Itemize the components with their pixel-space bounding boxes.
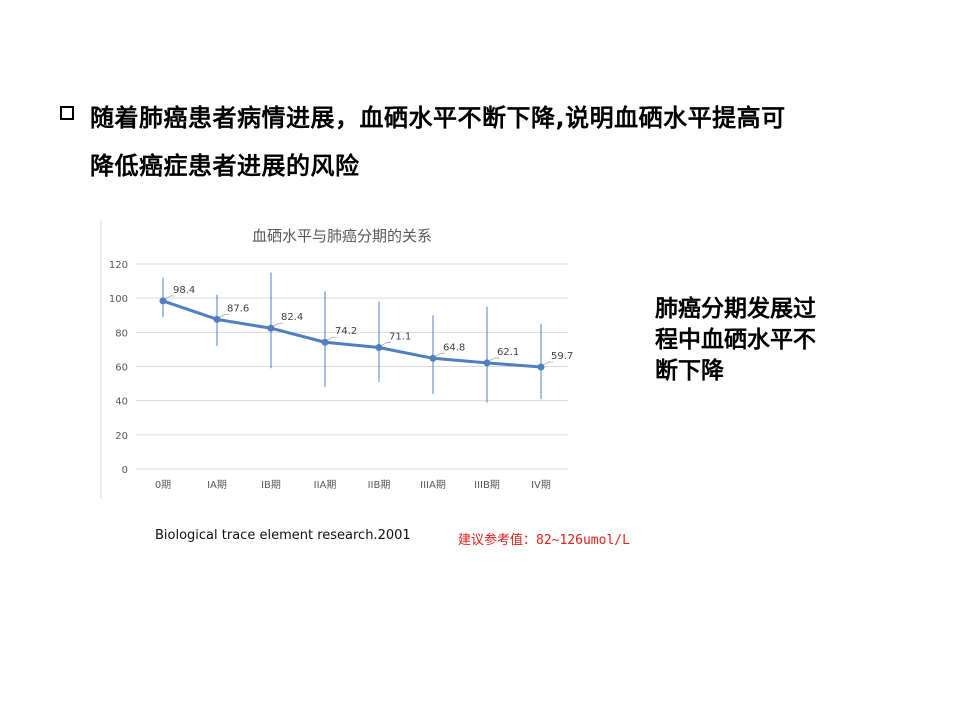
x-tick-label: IIB期 bbox=[368, 479, 391, 491]
y-tick-label: 100 bbox=[109, 294, 128, 305]
data-point bbox=[537, 363, 545, 371]
data-label: 74.2 bbox=[335, 326, 357, 337]
data-point bbox=[213, 315, 221, 323]
data-label-leader bbox=[434, 352, 445, 357]
data-label-leader bbox=[488, 357, 499, 362]
data-point bbox=[483, 359, 491, 367]
data-label-leader bbox=[380, 342, 391, 346]
y-tick-label: 0 bbox=[122, 465, 128, 476]
chart-container: 血硒水平与肺癌分期的关系 0 20 40 60 80 100 120 0期 IA期 IB期 IIA期 I… bbox=[100, 215, 580, 500]
square-bullet-icon bbox=[60, 106, 74, 120]
bullet-line-2: 降低癌症患者进展的风险 bbox=[90, 152, 360, 180]
data-point bbox=[429, 354, 437, 362]
x-tick-label: IIIA期 bbox=[420, 479, 446, 491]
data-label-leader bbox=[272, 322, 283, 327]
data-label: 82.4 bbox=[281, 312, 303, 323]
data-point bbox=[159, 297, 167, 305]
side-note: 肺癌分期发展过 程中血硒水平不 断下降 bbox=[655, 294, 855, 387]
y-tick-label: 80 bbox=[115, 328, 128, 339]
data-point bbox=[375, 344, 383, 352]
side-note-line-2: 程中血硒水平不 bbox=[655, 327, 816, 353]
chart-title: 血硒水平与肺癌分期的关系 bbox=[252, 227, 432, 245]
data-label: 64.8 bbox=[443, 342, 465, 353]
y-tick-label: 60 bbox=[115, 363, 128, 374]
data-point bbox=[321, 338, 329, 346]
y-tick-label: 120 bbox=[109, 260, 128, 271]
x-tick-label: IIIB期 bbox=[474, 479, 500, 491]
data-label: 59.7 bbox=[551, 351, 573, 362]
citation: Biological trace element research.2001 bbox=[155, 528, 411, 543]
series-line bbox=[162, 299, 542, 369]
line-chart: 血硒水平与肺癌分期的关系 0 20 40 60 80 100 120 0期 IA期 IB期 IIA期 I… bbox=[100, 220, 573, 498]
data-label: 62.1 bbox=[497, 347, 519, 358]
x-tick-label: IIA期 bbox=[314, 479, 337, 491]
data-point bbox=[267, 324, 275, 332]
data-label-leader bbox=[164, 295, 175, 300]
data-label-leader bbox=[542, 361, 553, 366]
side-note-line-1: 肺癌分期发展过 bbox=[655, 296, 816, 322]
data-label: 87.6 bbox=[227, 303, 249, 314]
data-label-leader bbox=[326, 336, 337, 341]
side-note-line-3: 断下降 bbox=[655, 358, 724, 384]
x-tick-label: 0期 bbox=[155, 479, 171, 491]
data-label-leader bbox=[218, 313, 229, 318]
bullet-text: 随着肺癌患者病情进展，血硒水平不断下降,说明血硒水平提高可 降低癌症患者进展的风… bbox=[90, 94, 938, 190]
y-tick-label: 20 bbox=[115, 431, 128, 442]
x-tick-label: IV期 bbox=[531, 479, 551, 491]
data-label: 71.1 bbox=[389, 332, 411, 343]
bullet-block: 随着肺癌患者病情进展，血硒水平不断下降,说明血硒水平提高可 降低癌症患者进展的风… bbox=[58, 94, 938, 190]
y-tick-label: 40 bbox=[115, 397, 128, 408]
bullet-line-1: 随着肺癌患者病情进展，血硒水平不断下降,说明血硒水平提高可 bbox=[90, 104, 786, 132]
data-label: 98.4 bbox=[173, 285, 195, 296]
x-tick-label: IB期 bbox=[261, 479, 281, 491]
x-tick-label: IA期 bbox=[207, 479, 227, 491]
reference-value: 建议参考值：82~126umol/L bbox=[458, 533, 630, 548]
